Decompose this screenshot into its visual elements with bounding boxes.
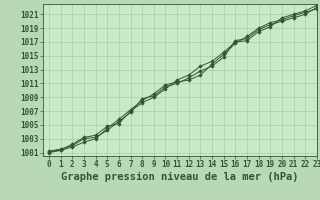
X-axis label: Graphe pression niveau de la mer (hPa): Graphe pression niveau de la mer (hPa) — [61, 172, 299, 182]
